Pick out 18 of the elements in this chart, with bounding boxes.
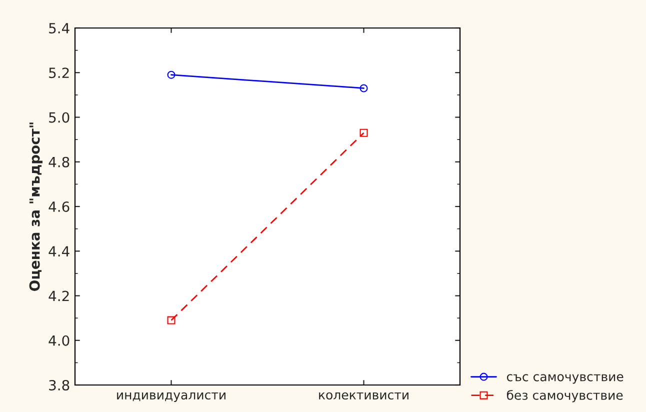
- y-axis-title: Оценка за "мъдрост": [29, 122, 42, 291]
- legend-label: със самочувствие: [506, 374, 624, 384]
- x-tick-label: индивидуалисти: [117, 392, 226, 402]
- y-tick-label: 4.0: [48, 335, 70, 346]
- y-tick-label: 5.2: [49, 68, 69, 78]
- y-tick-label: 4.6: [48, 201, 70, 212]
- y-tick-label: 3.8: [49, 380, 70, 390]
- legend-label: без самочувствие: [506, 390, 623, 402]
- y-tick-label: 5.0: [49, 112, 70, 123]
- point: [360, 128, 368, 137]
- y-tick-label: 4.8: [48, 156, 70, 168]
- point: [167, 316, 176, 324]
- y-tick-label: 5.4: [49, 23, 70, 34]
- y-tick-label: 4.2: [48, 290, 69, 302]
- y-tick-label: 4.4: [48, 246, 70, 256]
- x-tick-label: колективисти: [319, 392, 408, 400]
- point: [360, 84, 368, 92]
- point: [167, 70, 176, 79]
